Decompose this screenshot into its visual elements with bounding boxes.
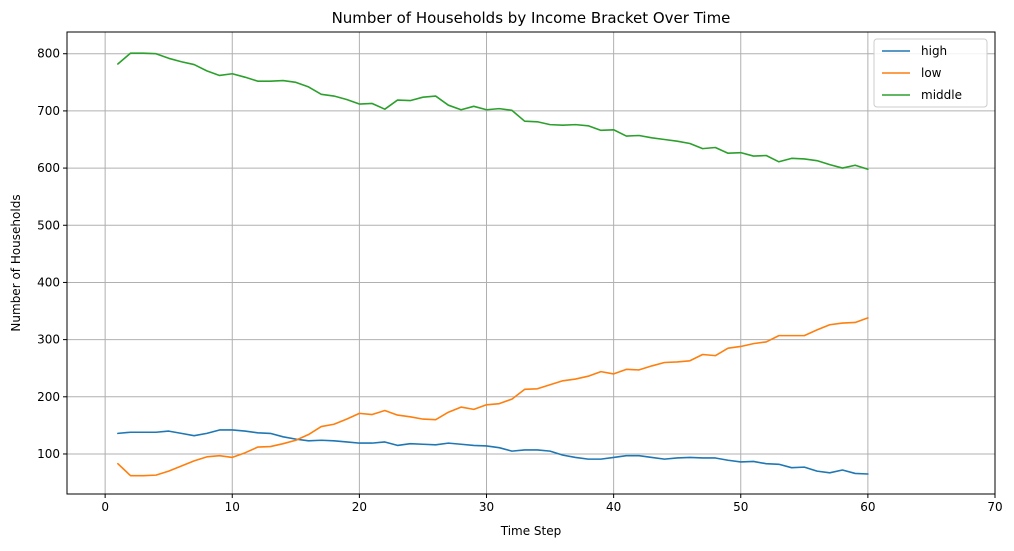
y-tick-label: 100	[37, 447, 60, 461]
y-tick-label: 500	[37, 218, 60, 232]
legend-box	[873, 38, 988, 108]
y-tick-label: 800	[37, 47, 60, 61]
y-tick-label: 200	[37, 390, 60, 404]
y-tick-label: 600	[37, 161, 60, 175]
series-lines	[117, 52, 869, 477]
series-line-high	[117, 429, 869, 475]
legend-label-low: low	[921, 66, 942, 80]
x-tick-label: 10	[225, 500, 240, 514]
x-tick-label: 70	[987, 500, 1002, 514]
x-tick-label: 20	[352, 500, 367, 514]
y-tick-label: 400	[37, 275, 60, 289]
x-tick-label: 30	[479, 500, 494, 514]
x-tick-label: 50	[733, 500, 748, 514]
plot-frame	[66, 31, 996, 495]
y-axis-ticks: 100 200 300 400 500 600 700 800	[37, 47, 67, 461]
x-tick-label: 0	[101, 500, 109, 514]
legend-label-high: high	[921, 44, 947, 58]
legend: high low middle	[873, 38, 988, 108]
legend-items: high low middle	[882, 44, 962, 102]
x-tick-label: 40	[606, 500, 621, 514]
x-axis-label: Time Step	[500, 524, 562, 538]
y-tick-label: 700	[37, 104, 60, 118]
chart-title: Number of Households by Income Bracket O…	[332, 9, 731, 27]
series-line-middle	[117, 52, 869, 171]
legend-label-middle: middle	[921, 88, 962, 102]
y-axis-label: Number of Households	[9, 194, 23, 331]
y-tick-label: 300	[37, 333, 60, 347]
series-line-low	[117, 317, 869, 477]
x-axis-ticks: 0 10 20 30 40 50 60 70	[101, 494, 1003, 514]
x-tick-label: 60	[860, 500, 875, 514]
